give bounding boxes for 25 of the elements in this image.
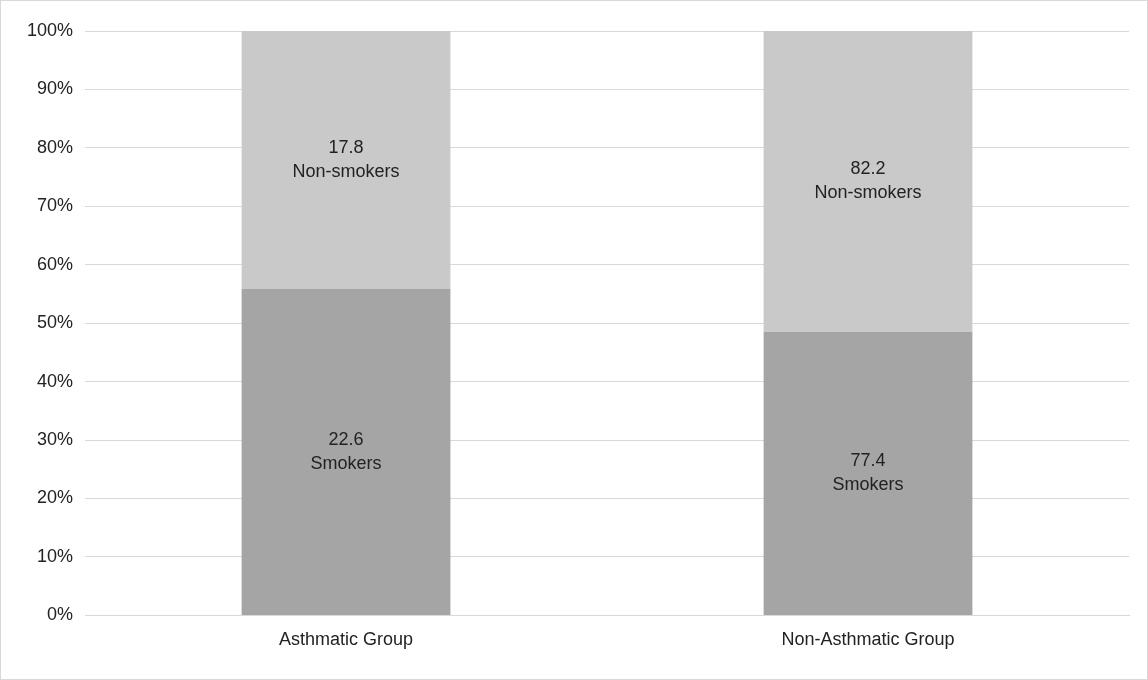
x-tick-label: Asthmatic Group xyxy=(279,629,414,650)
bar xyxy=(763,331,973,615)
y-tick-label: 10% xyxy=(37,545,74,566)
y-tick-label: 80% xyxy=(37,136,74,157)
series-label: Non-smokers xyxy=(292,160,400,181)
y-tick-label: 30% xyxy=(37,429,74,450)
y-tick-label: 70% xyxy=(37,195,74,216)
y-tick-label: 100% xyxy=(26,19,74,40)
text: Smokers xyxy=(832,474,904,495)
y-tick-label: 90% xyxy=(37,78,74,99)
series-label: Smokers xyxy=(310,452,382,473)
annotation: 77.4 xyxy=(850,450,886,471)
y-tick-label: 40% xyxy=(37,370,74,391)
annotation: 22.6 xyxy=(328,428,364,449)
bar xyxy=(241,288,451,615)
y-tick-label: 60% xyxy=(37,253,74,274)
y-tick-label: 0% xyxy=(47,604,74,625)
y-tick-label: 50% xyxy=(37,312,74,333)
x-tick-label: Non-Asthmatic Group xyxy=(781,629,955,650)
text: Non-smokers xyxy=(814,182,922,203)
annotation: 82.2 xyxy=(850,158,886,179)
bar xyxy=(763,31,973,332)
bar xyxy=(241,31,451,289)
y-tick-label: 20% xyxy=(37,487,74,508)
annotation: 17.8 xyxy=(328,136,364,157)
